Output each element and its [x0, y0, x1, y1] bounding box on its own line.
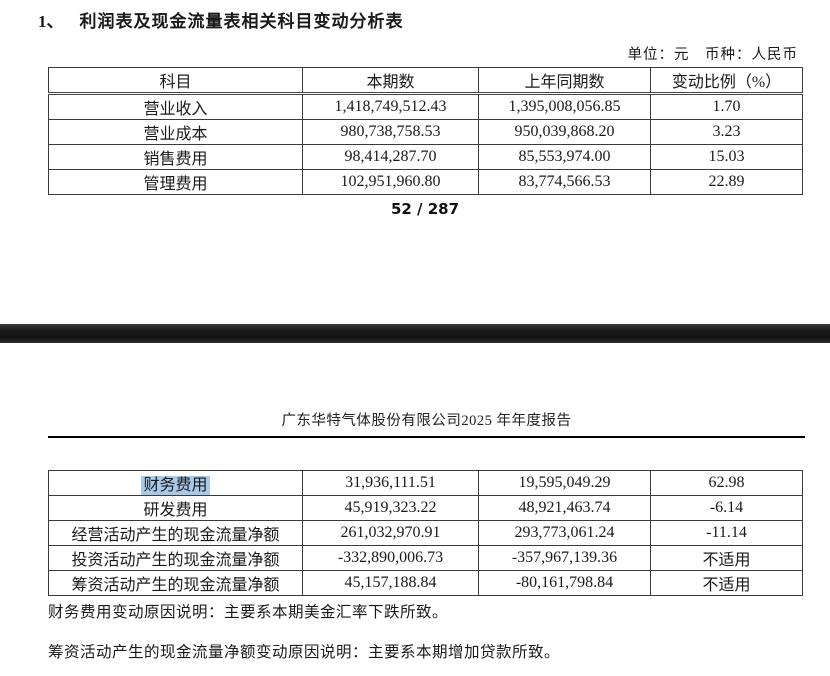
- column-header-change: 变动比例（%）: [650, 67, 803, 95]
- value-cell: 62.98: [650, 470, 803, 496]
- table-row: 营业成本 980,738,758.53 950,039,868.20 3.23: [48, 119, 803, 145]
- value-cell: 31,936,111.51: [302, 470, 479, 496]
- section-title-text: 利润表及现金流量表相关科目变动分析表: [79, 12, 404, 31]
- unit-currency-note: 单位：元 币种：人民币: [627, 47, 798, 63]
- value-cell: 980,738,758.53: [302, 119, 479, 145]
- value-cell: -357,967,139.36: [478, 545, 651, 571]
- table-row: 研发费用 45,919,323.22 48,921,463.74 -6.14: [48, 495, 803, 521]
- table-row: 投资活动产生的现金流量净额 -332,890,006.73 -357,967,139…: [48, 545, 803, 571]
- value-cell: 45,157,188.84: [302, 570, 479, 596]
- finance-expense-change-note: 财务费用变动原因说明：主要系本期美金汇率下跌所致。: [48, 604, 449, 621]
- subject-cell: 管理费用: [48, 169, 303, 195]
- column-header-current: 本期数: [302, 67, 479, 95]
- table-row: 销售费用 98,414,287.70 85,553,974.00 15.03: [48, 144, 803, 170]
- column-header-prior: 上年同期数: [478, 67, 651, 95]
- value-cell: 不适用: [650, 545, 803, 571]
- value-cell: 1,395,008,056.85: [478, 93, 651, 120]
- table-row: 财务费用 31,936,111.51 19,595,049.29 62.98: [48, 470, 803, 496]
- subject-cell: 财务费用: [48, 470, 303, 496]
- value-cell: 15.03: [650, 144, 803, 170]
- value-cell: -80,161,798.84: [478, 570, 651, 596]
- subject-cell: 营业收入: [48, 93, 303, 120]
- header-rule: [48, 436, 805, 438]
- table-row: 管理费用 102,951,960.80 83,774,566.53 22.89: [48, 169, 803, 195]
- subject-cell: 投资活动产生的现金流量净额: [48, 545, 303, 571]
- subject-cell: 研发费用: [48, 495, 303, 521]
- value-cell: 1.70: [650, 93, 803, 120]
- cashflow-table: 财务费用 31,936,111.51 19,595,049.29 62.98 研发费用 4…: [48, 470, 803, 596]
- value-cell: -332,890,006.73: [302, 545, 479, 571]
- column-header-subject: 科目: [48, 67, 303, 95]
- income-statement-table: 科目 本期数 上年同期数 变动比例（%） 营业收入 1,418,749,512.4…: [48, 67, 803, 195]
- value-cell: 293,773,061.24: [478, 520, 651, 546]
- value-cell: 1,418,749,512.43: [302, 93, 479, 120]
- selected-text: 财务费用: [141, 476, 210, 495]
- table-header-row: 科目 本期数 上年同期数 变动比例（%）: [48, 67, 803, 95]
- value-cell: 3.23: [650, 119, 803, 145]
- section-number: 1、: [38, 12, 64, 31]
- value-cell: 83,774,566.53: [478, 169, 651, 195]
- table-row: 筹资活动产生的现金流量净额 45,157,188.84 -80,161,798.84…: [48, 570, 803, 596]
- value-cell: 22.89: [650, 169, 803, 195]
- table-row: 经营活动产生的现金流量净额 261,032,970.91 293,773,061.2…: [48, 520, 803, 546]
- page-separator: [0, 324, 830, 343]
- value-cell: 不适用: [650, 570, 803, 596]
- subject-cell: 筹资活动产生的现金流量净额: [48, 570, 303, 596]
- value-cell: 261,032,970.91: [302, 520, 479, 546]
- value-cell: 950,039,868.20: [478, 119, 651, 145]
- page-number-indicator: 52 / 287: [390, 200, 460, 218]
- value-cell: 48,921,463.74: [478, 495, 651, 521]
- section-title: 1、 利润表及现金流量表相关科目变动分析表: [38, 7, 404, 32]
- value-cell: 19,595,049.29: [478, 470, 651, 496]
- value-cell: 98,414,287.70: [302, 144, 479, 170]
- subject-cell: 销售费用: [48, 144, 303, 170]
- value-cell: 102,951,960.80: [302, 169, 479, 195]
- value-cell: -6.14: [650, 495, 803, 521]
- report-header: 广东华特气体股份有限公司2025 年年度报告: [281, 413, 572, 429]
- value-cell: 85,553,974.00: [478, 144, 651, 170]
- value-cell: -11.14: [650, 520, 803, 546]
- table-row: 营业收入 1,418,749,512.43 1,395,008,056.85 1.70: [48, 93, 803, 120]
- subject-cell: 经营活动产生的现金流量净额: [48, 520, 303, 546]
- subject-cell: 营业成本: [48, 119, 303, 145]
- value-cell: 45,919,323.22: [302, 495, 479, 521]
- financing-cashflow-change-note: 筹资活动产生的现金流量净额变动原因说明：主要系本期增加贷款所致。: [48, 644, 561, 661]
